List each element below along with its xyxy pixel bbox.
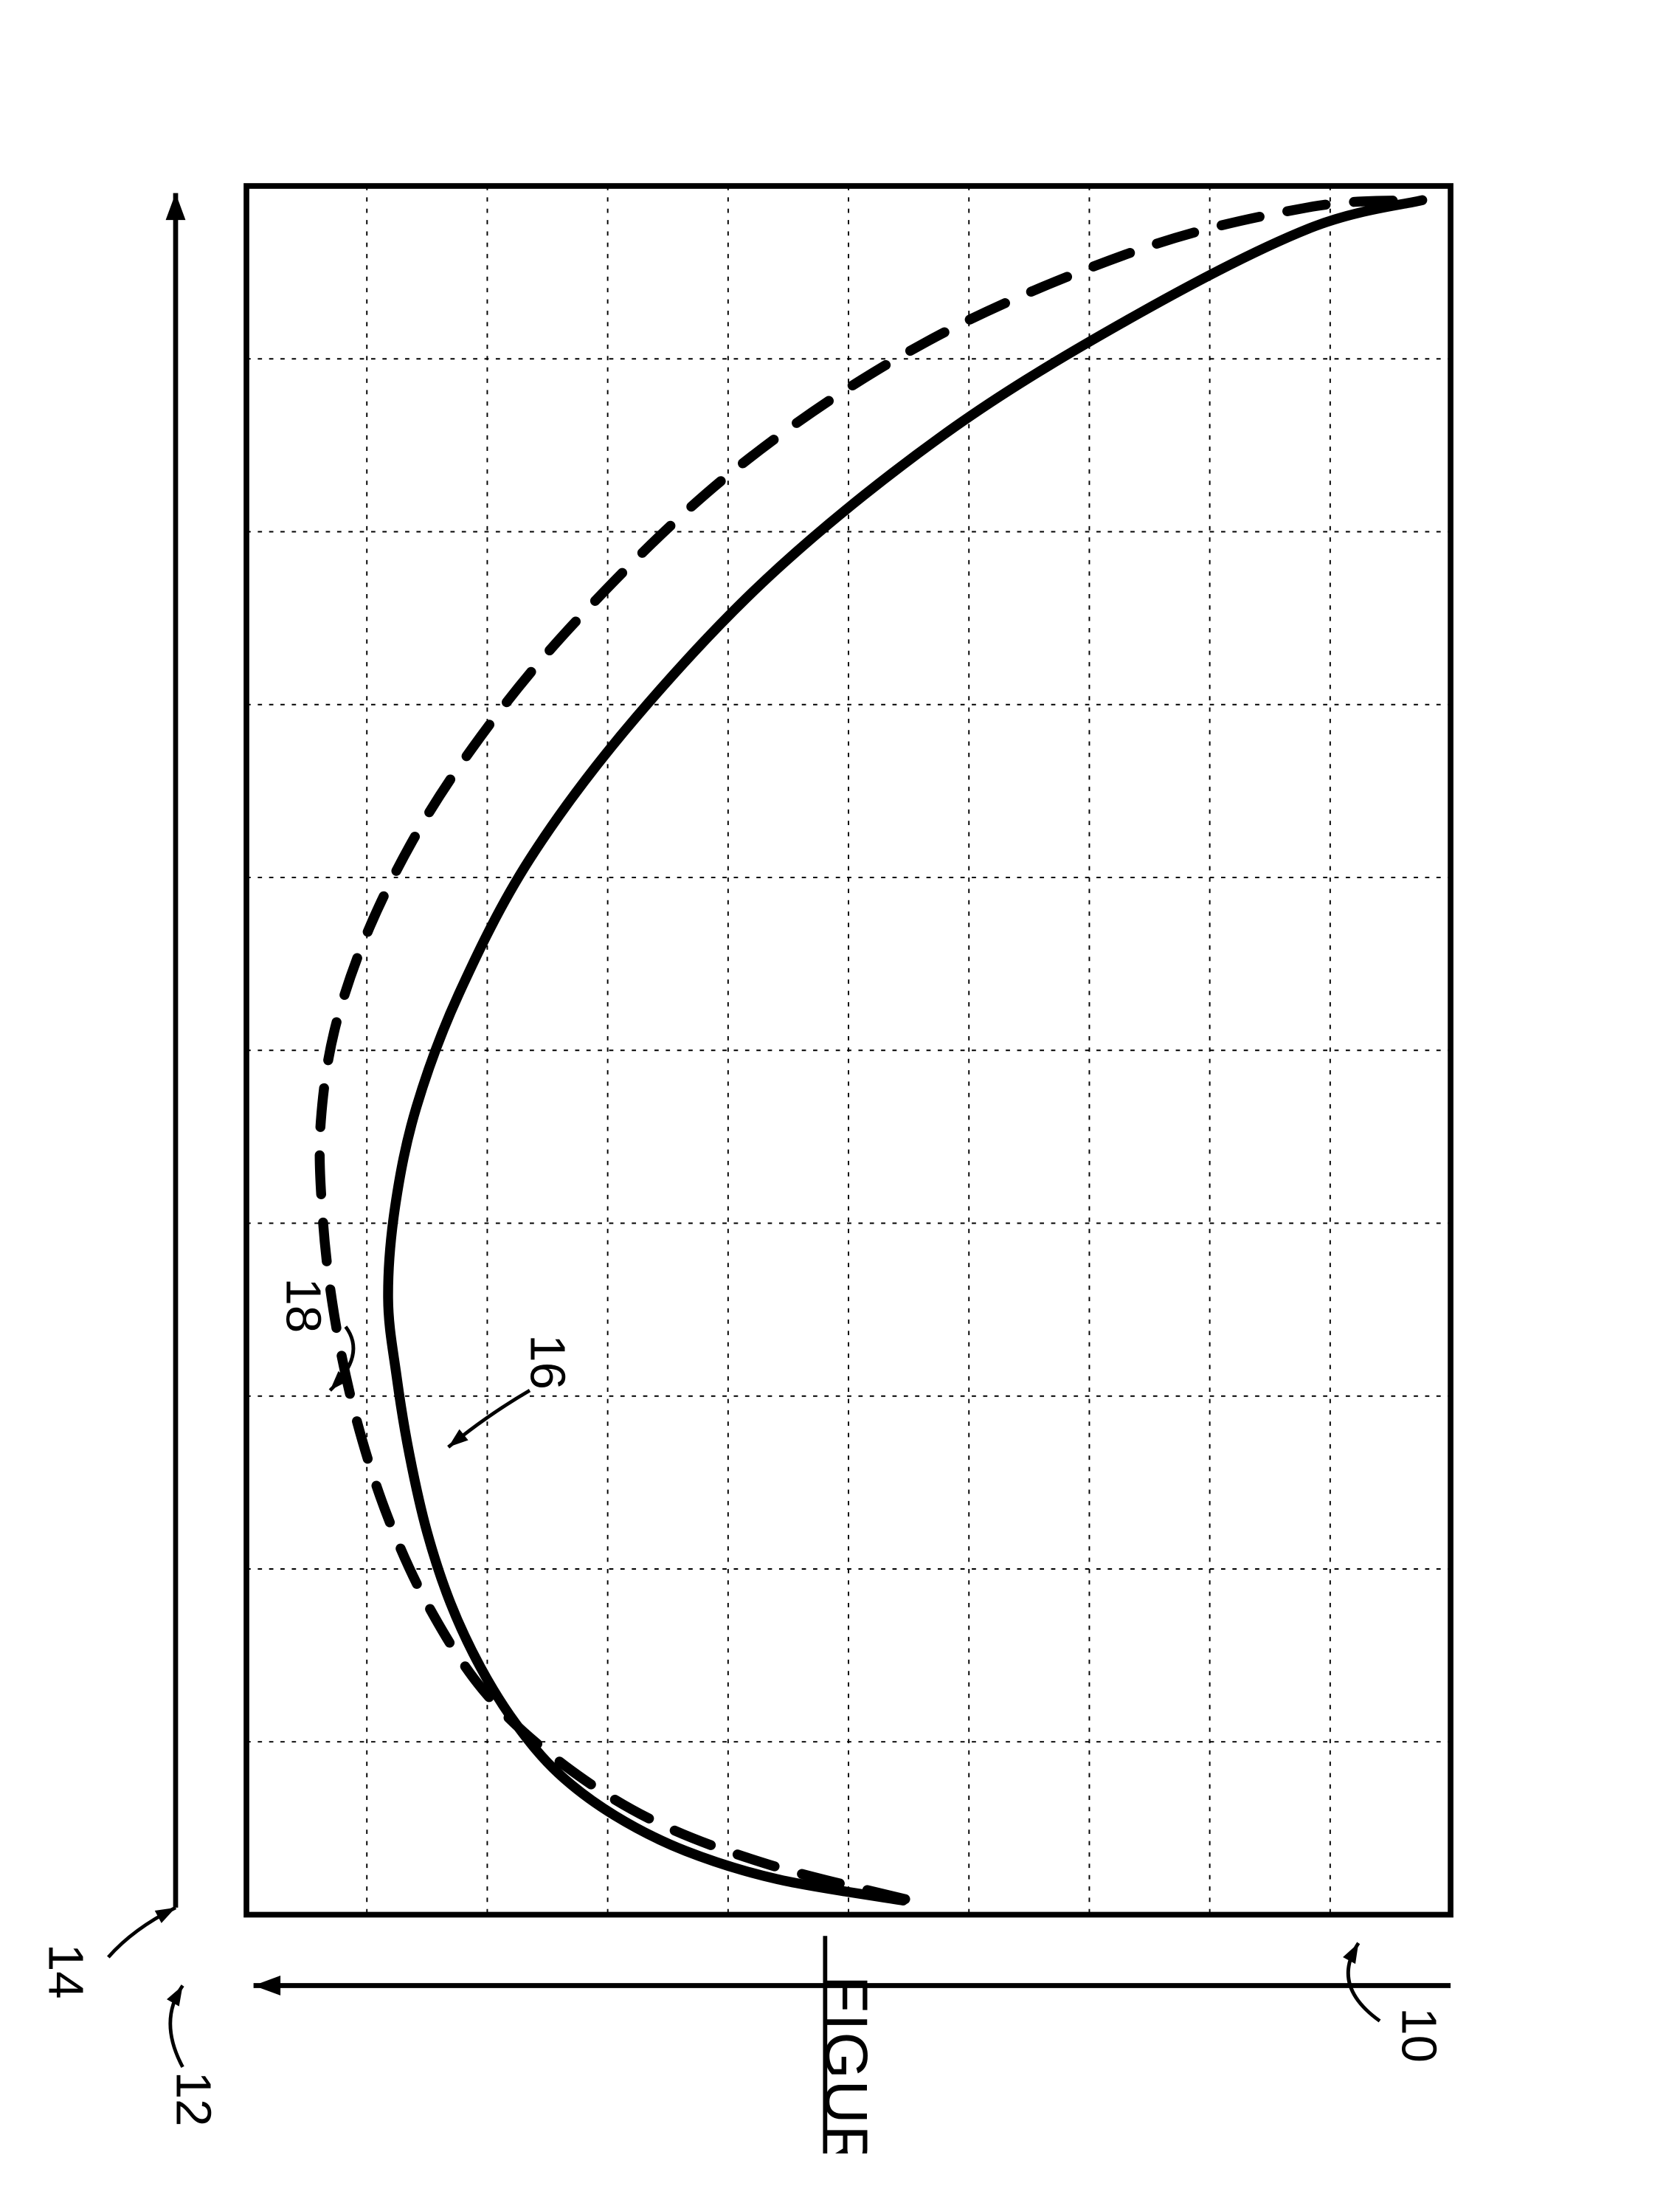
- figure-stage: 10 12 14 16 18 FIGURE 1: [34, 44, 1647, 2153]
- chart-area: [246, 186, 1451, 1914]
- ref-12-text: 12: [165, 2071, 221, 2126]
- figure-title-text: FIGURE 1: [812, 1976, 879, 2153]
- ref-10-text: 10: [1391, 2007, 1446, 2063]
- ref-14-text: 14: [38, 1943, 93, 1998]
- ref-18-text: 18: [275, 1277, 331, 1333]
- figure-svg: 10 12 14 16 18 FIGURE 1: [34, 44, 1647, 2153]
- ref-16-text: 16: [519, 1334, 575, 1390]
